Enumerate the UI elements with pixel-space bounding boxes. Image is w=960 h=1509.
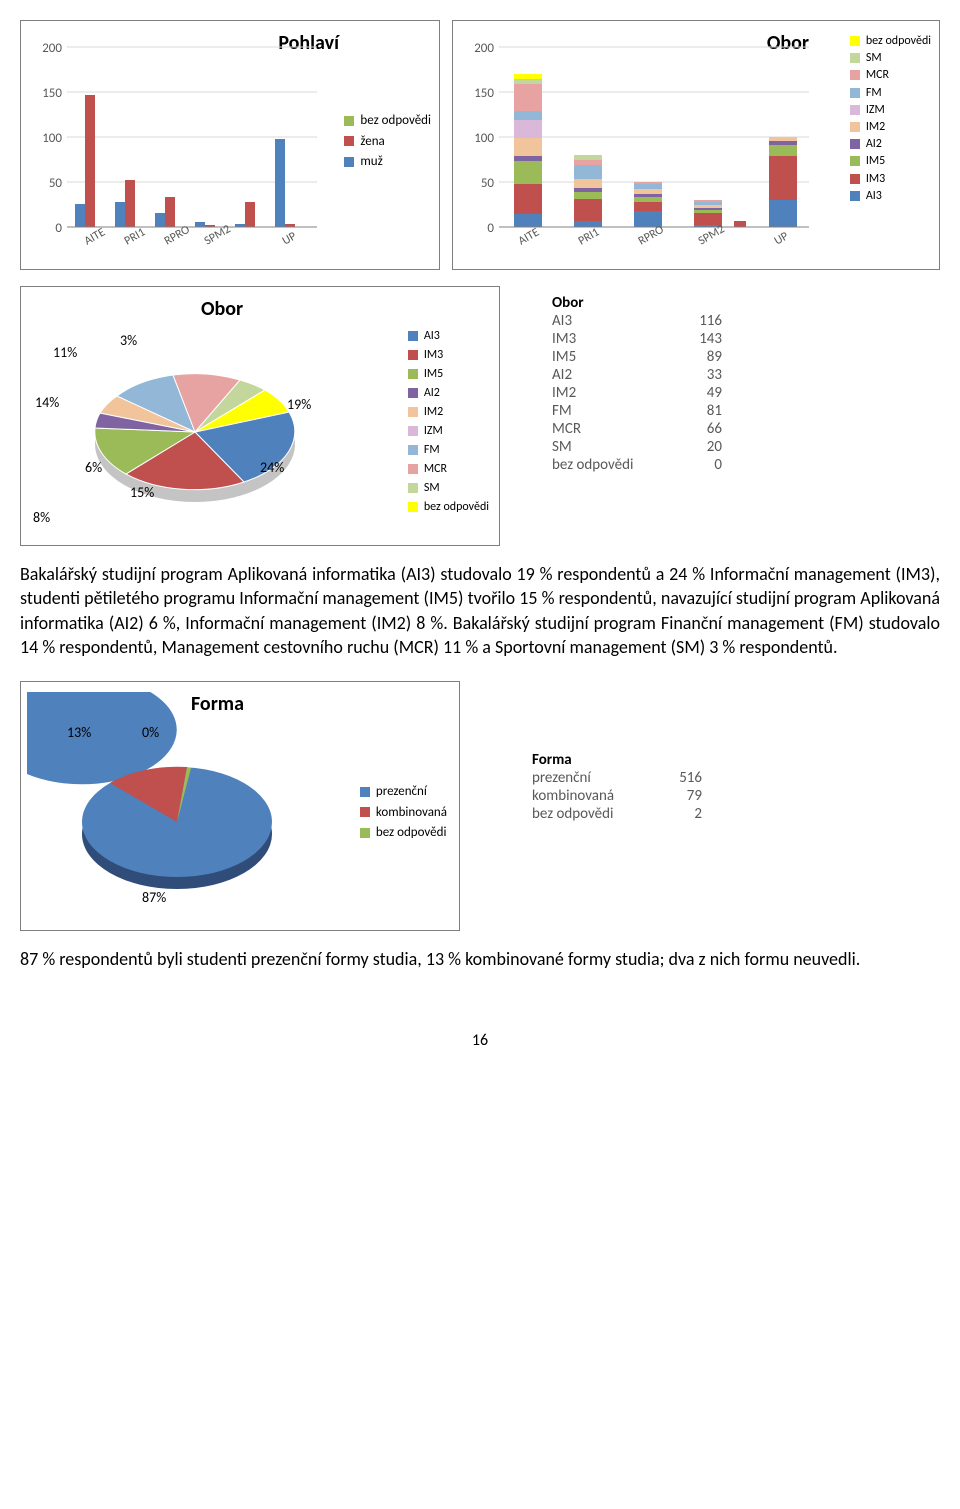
- lbl-14: 14%: [35, 394, 59, 411]
- svg-text:50: 50: [49, 176, 63, 191]
- leg-ai2: AI2: [866, 136, 882, 152]
- pl-mcr: MCR: [424, 460, 447, 478]
- obor-data-table: Obor AI3116 IM3143 IM589 AI233 IM249 FM8…: [512, 286, 722, 546]
- pl-izm: IZM: [424, 422, 443, 440]
- table-row: kombinovaná79: [532, 787, 702, 805]
- lbl-8: 8%: [33, 509, 50, 526]
- lbl-3: 3%: [120, 332, 137, 349]
- leg-mcr: MCR: [866, 67, 889, 83]
- pl-sm: SM: [424, 479, 440, 497]
- lbl-0pct: 0%: [142, 724, 159, 741]
- table-row: MCR66: [552, 420, 722, 438]
- svg-text:PRI1: PRI1: [122, 225, 148, 248]
- svg-text:200: 200: [474, 41, 494, 56]
- obor-pie-legend: AI3 IM3 IM5 AI2 IM2 IZM FM MCR SM bez od…: [408, 327, 489, 517]
- lbl-13pct: 13%: [67, 724, 91, 741]
- svg-text:UP: UP: [772, 229, 791, 248]
- table-row: AI3116: [552, 312, 722, 330]
- pl-ai3: AI3: [424, 327, 440, 345]
- forma-legend: prezenční kombinovaná bez odpovědi: [360, 782, 447, 844]
- obor-pie-chart: Obor 11% 3%: [20, 286, 500, 546]
- lbl-24: 24%: [260, 459, 284, 476]
- leg-fm: FM: [866, 85, 882, 101]
- pohlavi-chart: Pohlaví 0 50 100 150 200: [20, 20, 440, 270]
- table-row: FM81: [552, 402, 722, 420]
- svg-text:0: 0: [487, 221, 494, 236]
- lbl-15: 15%: [130, 484, 154, 501]
- leg-im5: IM5: [866, 153, 885, 169]
- pl-im5: IM5: [424, 365, 443, 383]
- svg-text:100: 100: [42, 131, 62, 146]
- svg-text:0: 0: [55, 221, 62, 236]
- pl-im2: IM2: [424, 403, 443, 421]
- pl-ai2: AI2: [424, 384, 440, 402]
- leg-izm: IZM: [866, 102, 885, 118]
- obor-table-header: Obor: [552, 294, 722, 312]
- legend-zena: žena: [360, 132, 384, 152]
- pohlavi-legend: bez odpovědi žena muž: [344, 111, 431, 173]
- svg-text:150: 150: [42, 86, 62, 101]
- leg-im2: IM2: [866, 119, 885, 135]
- page-number: 16: [20, 1031, 940, 1050]
- table-row: IM3143: [552, 330, 722, 348]
- obor-bar-chart: Obor 0 50 100 150 200: [452, 20, 940, 270]
- svg-text:200: 200: [42, 41, 62, 56]
- svg-text:PRI1: PRI1: [576, 225, 602, 248]
- pl-fm: FM: [424, 441, 440, 459]
- lbl-87pct: 87%: [142, 889, 166, 906]
- pl-bez: bez odpovědi: [424, 498, 489, 516]
- paragraph-2: 87 % respondentů byli studenti prezenční…: [20, 947, 940, 971]
- table-row: IM589: [552, 348, 722, 366]
- svg-text:AITE: AITE: [516, 225, 542, 248]
- svg-text:AITE: AITE: [82, 225, 108, 248]
- forma-pie-chart: Forma 13% 0% 87% prezenční kombinovaná b…: [20, 681, 460, 931]
- forma-table-header: Forma: [532, 751, 702, 769]
- svg-text:50: 50: [481, 176, 495, 191]
- leg-im3: IM3: [866, 171, 885, 187]
- forma-data-table: Forma prezenční516 kombinovaná79 bez odp…: [472, 681, 702, 931]
- fl-komb: kombinovaná: [376, 803, 447, 823]
- obor-stacks: [514, 74, 797, 227]
- table-row: bez odpovědi0: [552, 456, 722, 474]
- svg-text:100: 100: [474, 131, 494, 146]
- table-row: prezenční516: [532, 769, 702, 787]
- table-row: SM20: [552, 438, 722, 456]
- legend-muz: muž: [360, 152, 382, 172]
- svg-text:UP: UP: [280, 229, 299, 248]
- paragraph-1: Bakalářský studijní program Aplikovaná i…: [20, 562, 940, 659]
- leg-ai3: AI3: [866, 188, 882, 204]
- lbl-19: 19%: [287, 396, 311, 413]
- svg-text:150: 150: [474, 86, 494, 101]
- table-row: IM249: [552, 384, 722, 402]
- legend-bez: bez odpovědi: [360, 111, 431, 131]
- leg-sm: SM: [866, 50, 882, 66]
- table-row: AI233: [552, 366, 722, 384]
- obor-bar-legend: bez odpovědi SM MCR FM IZM IM2 AI2 IM5 I…: [850, 33, 931, 205]
- pl-im3: IM3: [424, 346, 443, 364]
- table-row: bez odpovědi2: [532, 805, 702, 823]
- lbl-6: 6%: [85, 459, 102, 476]
- pohlavi-bars: [75, 95, 295, 227]
- leg-bez: bez odpovědi: [866, 33, 931, 49]
- fl-prez: prezenční: [376, 782, 427, 802]
- fl-bez: bez odpovědi: [376, 823, 447, 843]
- lbl-11: 11%: [53, 344, 77, 361]
